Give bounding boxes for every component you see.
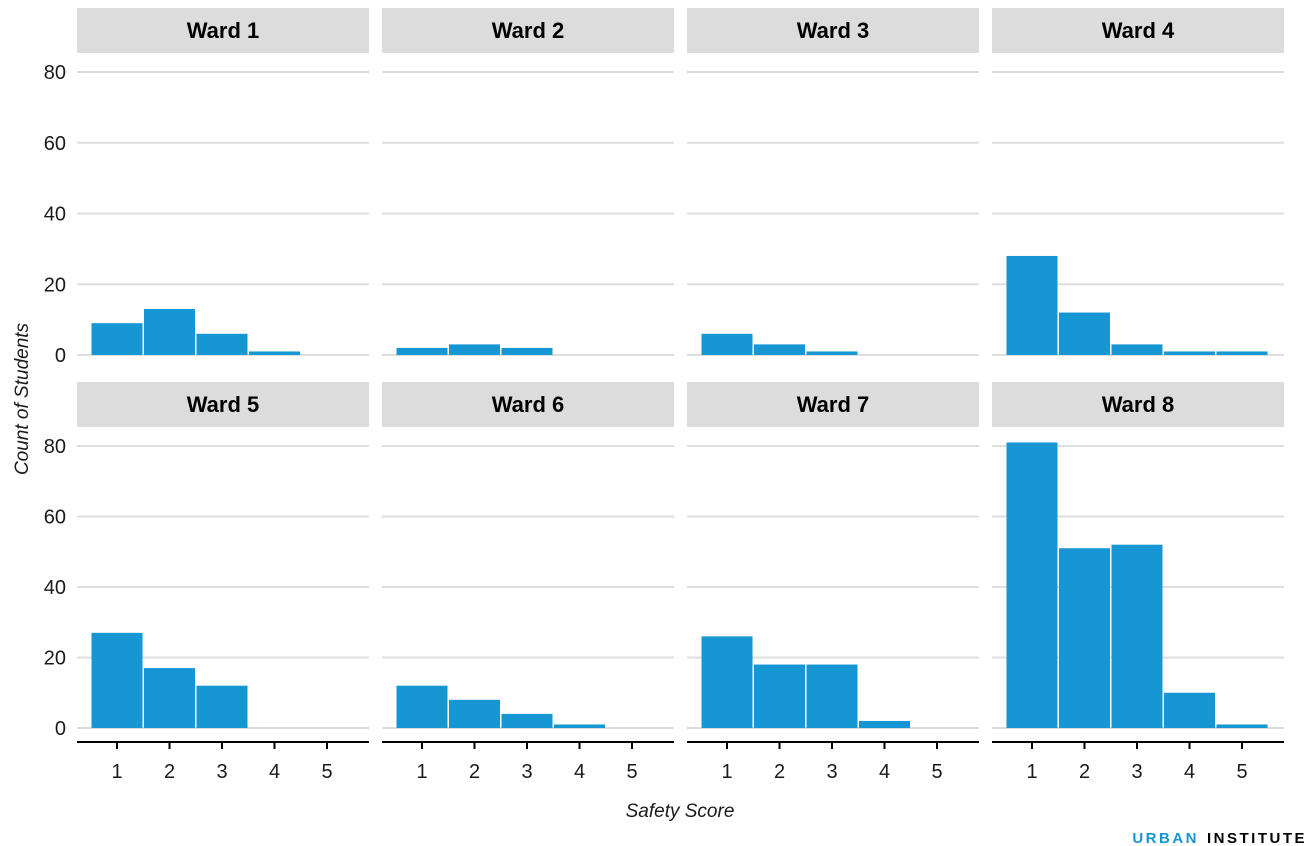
bar [144,668,195,728]
bar [249,351,300,355]
facet-strip [382,382,674,427]
y-axis-ticks: 0 20 40 60 80 0 20 40 60 80 [44,62,66,740]
bar [144,309,195,355]
bar [91,323,143,355]
facet-strip [687,8,979,53]
bar [501,347,553,355]
x-tick-label: 2 [164,761,175,783]
bar [396,347,448,355]
bar [449,344,500,355]
y-tick-label: 40 [44,577,66,599]
x-axis-title: Safety Score [626,801,735,822]
panel-6: Ward 6 [382,382,674,743]
facet-title: Ward 5 [187,392,260,417]
bar [1164,692,1215,728]
bar [501,713,553,728]
bar [196,333,248,355]
y-tick-label: 20 [44,648,66,670]
facet-title: Ward 6 [492,392,565,417]
bar [91,632,143,728]
x-tick-label: 5 [1236,761,1247,783]
facet-strip [992,8,1284,53]
x-tick-label: 2 [1079,761,1090,783]
y-tick-label: 80 [44,436,66,458]
x-tick-label: 2 [774,761,785,783]
x-axis-ticks: 1 2 3 4 5 1 2 3 4 5 1 2 3 4 5 1 2 3 4 5 [111,742,1248,783]
bar [754,344,805,355]
x-tick-label: 1 [416,761,427,783]
bar [1216,724,1268,728]
x-tick-label: 3 [1131,761,1142,783]
facet-strip [992,382,1284,427]
y-tick-label: 20 [44,274,66,296]
x-tick-label: 3 [521,761,532,783]
x-tick-label: 3 [216,761,227,783]
bar [1111,544,1163,728]
facet-title: Ward 8 [1102,392,1175,417]
facet-strip [687,382,979,427]
panel-3: Ward 3 [687,8,979,356]
y-tick-label: 0 [55,345,66,367]
facet-title: Ward 7 [797,392,870,417]
bar [1164,351,1215,355]
x-tick-label: 1 [721,761,732,783]
bar [196,685,248,728]
y-tick-label: 0 [55,718,66,740]
x-tick-label: 5 [626,761,637,783]
x-tick-label: 1 [1026,761,1037,783]
x-tick-label: 4 [269,761,280,783]
y-tick-label: 60 [44,507,66,529]
x-tick-label: 1 [111,761,122,783]
facet-strip [382,8,674,53]
x-tick-label: 5 [321,761,332,783]
bar [754,664,805,728]
panel-7: Ward 7 [687,382,979,743]
bar [859,720,910,728]
facet-title: Ward 1 [187,18,260,43]
facet-strip [77,382,369,427]
bar [806,664,858,728]
y-tick-label: 60 [44,133,66,155]
bar [449,699,500,728]
facet-panels: Ward 1 Ward 2 Ward 3 Ward 4 Ward 5 Ward 6 Ward… [77,8,1284,743]
panel-8: Ward 8 [992,382,1284,743]
y-tick-label: 80 [44,62,66,84]
brand-urban: URBAN [1132,830,1199,846]
bar [554,724,605,728]
facet-title: Ward 3 [797,18,870,43]
bar [1006,255,1058,355]
panel-1: Ward 1 [77,8,369,356]
y-axis-title: Count of Students [12,322,33,475]
bar [1059,312,1110,355]
x-tick-label: 3 [826,761,837,783]
bar [1059,548,1110,728]
x-tick-label: 4 [574,761,585,783]
bar [1216,351,1268,355]
panel-4: Ward 4 [992,8,1284,356]
bar [701,333,753,355]
panel-5: Ward 5 [77,382,369,743]
y-tick-label: 40 [44,204,66,226]
bar [396,685,448,728]
bar [1006,442,1058,728]
x-tick-label: 4 [1184,761,1195,783]
brand-institute: INSTITUTE [1207,830,1307,846]
x-tick-label: 5 [931,761,942,783]
bar [701,636,753,728]
bar [1111,344,1163,355]
facet-title: Ward 4 [1102,18,1175,43]
urban-institute-logo: URBAN INSTITUTE [1132,830,1307,846]
bar [806,351,858,355]
facet-strip [77,8,369,53]
facet-title: Ward 2 [492,18,565,43]
panel-2: Ward 2 [382,8,674,356]
x-tick-label: 4 [879,761,890,783]
x-tick-label: 2 [469,761,480,783]
